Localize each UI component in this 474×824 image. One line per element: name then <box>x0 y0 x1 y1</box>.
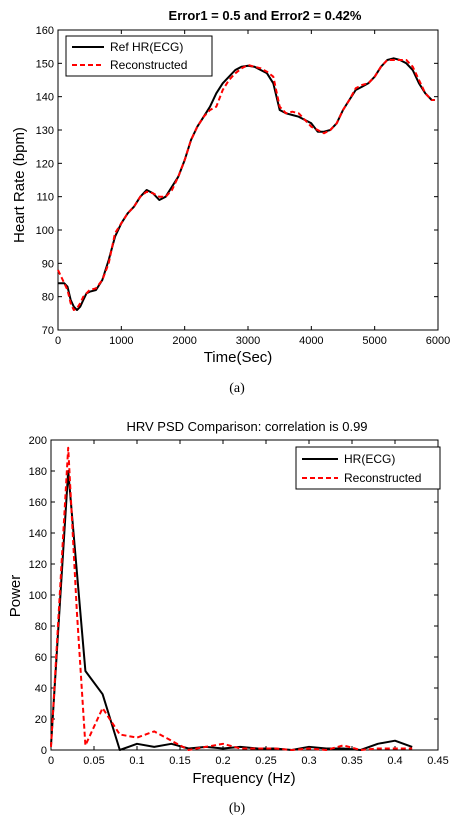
chart-a-x-tick-label: 0 <box>55 335 61 347</box>
chart-b-y-tick-label: 160 <box>29 497 47 509</box>
chart-a-x-axis-label: Time(Sec) <box>204 349 273 366</box>
chart-b-y-tick-label: 0 <box>41 745 47 757</box>
chart-a-x-tick-label: 2000 <box>172 335 196 347</box>
chart-a-legend: Ref HR(ECG) Reconstructed <box>65 35 213 77</box>
chart-b-y-tick-label: 100 <box>29 590 47 602</box>
chart-a-x-tick-label: 1000 <box>109 335 133 347</box>
chart-a-y-tick-label: 80 <box>42 292 54 304</box>
chart-b-x-tick-label: 0.1 <box>129 755 144 767</box>
chart-b-y-axis-label: Power <box>7 575 24 618</box>
chart-a-y-tick-label: 140 <box>36 92 54 104</box>
chart-a-y-tick-label: 90 <box>42 258 54 270</box>
chart-b-y-tick-label: 40 <box>35 683 47 695</box>
chart-b-plot-area: 0 0.05 0.1 0.15 0.2 0.25 0.3 0.35 0.4 0.45 0 20 40 60… <box>29 435 449 767</box>
chart-b-y-tick-label: 180 <box>29 466 47 478</box>
chart-b-y-tick-label: 120 <box>29 559 47 571</box>
chart-b-x-tick-label: 0 <box>48 755 54 767</box>
chart-b-series-reconstructed-line <box>50 446 413 751</box>
chart-a-y-tick-label: 70 <box>42 325 54 337</box>
chart-a-panel-label: (a) <box>229 381 245 396</box>
chart-a-y-axis-label: Heart Rate (bpm) <box>11 127 28 243</box>
chart-a-y-tick-label: 150 <box>36 58 54 70</box>
chart-b-x-tick-label: 0.35 <box>341 755 362 767</box>
chart-b-y-tick-label: 140 <box>29 528 47 540</box>
chart-a-x-tick-label: 4000 <box>299 335 323 347</box>
chart-a-series-reconstructed-line <box>57 59 435 311</box>
chart-b-series-reference-line <box>50 470 413 751</box>
chart-a-series-reference-line <box>58 57 435 311</box>
chart-a-legend-label-ref: Ref HR(ECG) <box>110 40 183 54</box>
chart-a-title: Error1 = 0.5 and Error2 = 0.42% <box>169 8 362 23</box>
chart-b-x-tick-label: 0.4 <box>387 755 402 767</box>
chart-b-x-tick-label: 0.45 <box>427 755 448 767</box>
chart-a: Error1 = 0.5 and Error2 = 0.42% 0 1000 200… <box>11 8 450 396</box>
chart-a-x-tick-label: 3000 <box>236 335 260 347</box>
chart-b-panel-label: (b) <box>229 801 246 816</box>
chart-b-x-tick-label: 0.05 <box>83 755 104 767</box>
chart-a-legend-label-reconstructed: Reconstructed <box>110 58 187 72</box>
chart-b-x-axis-label: Frequency (Hz) <box>192 770 295 787</box>
chart-a-y-tick-label: 110 <box>36 192 54 204</box>
chart-b: HRV PSD Comparison: correlation is 0.99 … <box>7 419 449 816</box>
chart-a-x-tick-label: 6000 <box>426 335 450 347</box>
chart-b-legend-box <box>295 446 441 490</box>
chart-b-x-tick-label: 0.25 <box>255 755 276 767</box>
chart-a-y-tick-label: 120 <box>36 158 54 170</box>
chart-b-y-tick-label: 200 <box>29 435 47 447</box>
chart-a-y-tick-label: 100 <box>36 225 54 237</box>
chart-b-y-tick-label: 60 <box>35 652 47 664</box>
chart-a-legend-box <box>65 35 213 77</box>
chart-a-x-tick-label: 5000 <box>362 335 386 347</box>
chart-a-y-tick-label: 160 <box>36 25 54 37</box>
chart-b-legend-label-reconstructed: Reconstructed <box>344 471 421 485</box>
chart-b-y-tick-label: 80 <box>35 621 47 633</box>
chart-b-x-tick-label: 0.15 <box>169 755 190 767</box>
chart-b-legend-label-hr: HR(ECG) <box>344 452 395 466</box>
chart-b-x-tick-label: 0.3 <box>301 755 316 767</box>
chart-a-plot-area: 0 1000 2000 3000 4000 5000 6000 70 80 90 100 110 120… <box>36 25 451 347</box>
chart-b-y-tick-label: 20 <box>35 714 47 726</box>
chart-b-x-tick-label: 0.2 <box>215 755 230 767</box>
chart-b-legend: HR(ECG) Reconstructed <box>295 446 441 490</box>
chart-a-y-tick-label: 130 <box>36 125 54 137</box>
chart-b-title: HRV PSD Comparison: correlation is 0.99 <box>126 419 367 434</box>
